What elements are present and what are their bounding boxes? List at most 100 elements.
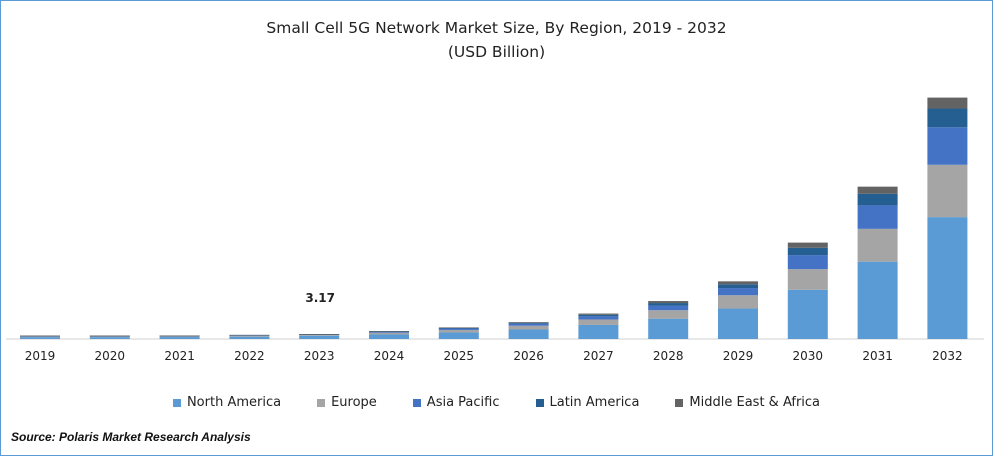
bar-2025-europe: [438, 329, 479, 333]
bar-2027-europe: [578, 319, 619, 325]
bar-2025-latin-america: [438, 327, 479, 329]
legend-label: North America: [186, 395, 282, 410]
bar-2019-middle-east-africa: [20, 335, 60, 337]
bar-2027-asia-pacific: [578, 316, 619, 320]
x-tick-label: 2022: [234, 349, 265, 363]
bar-2022-middle-east-africa: [229, 334, 270, 336]
x-tick-label: 2029: [723, 349, 754, 363]
bar-2031-asia-pacific: [857, 205, 898, 229]
legend-swatch: [412, 398, 421, 407]
bar-2028-asia-pacific: [648, 305, 689, 311]
legend-label: Asia Pacific: [426, 395, 500, 410]
x-tick-label: 2023: [304, 349, 335, 363]
legend-item: Latin America: [535, 395, 639, 410]
source-note: Source: Polaris Market Research Analysis: [11, 430, 251, 444]
x-tick-label: 2020: [95, 349, 126, 363]
bar-2030-north-america: [787, 289, 828, 339]
bar-2020-middle-east-africa: [89, 335, 130, 337]
legend-swatch: [172, 398, 181, 407]
bar-stack-2023: [299, 334, 340, 339]
bar-2029-north-america: [718, 308, 758, 339]
x-tick-label: 2027: [583, 349, 614, 363]
bar-stack-2025: [438, 327, 479, 339]
bar-2030-latin-america: [787, 247, 828, 256]
x-tick-labels: 2019 2020 2021 2022 2023 2024 2025 2026 2027 2028…: [25, 349, 963, 363]
bar-2026-north-america: [508, 329, 549, 339]
bar-2029-latin-america: [718, 284, 758, 289]
bar-2032-europe: [927, 164, 968, 218]
bar-stack-2024: [369, 331, 409, 339]
bar-2030-europe: [787, 269, 828, 290]
bar-stack-2027: [578, 313, 619, 339]
bar-2022-europe: [229, 335, 270, 337]
bar-2032-asia-pacific: [927, 127, 968, 165]
bar-2024-latin-america: [369, 331, 409, 332]
bar-2032-latin-america: [927, 108, 968, 128]
x-tick-label: 2025: [444, 349, 475, 363]
legend-item: Asia Pacific: [412, 395, 500, 410]
bar-stack-2030: [787, 242, 828, 339]
bar-2024-middle-east-africa: [369, 331, 409, 332]
legend-swatch: [535, 398, 544, 407]
bar-2031-north-america: [857, 261, 898, 339]
bar-2021-north-america: [159, 337, 200, 339]
bar-2026-asia-pacific: [508, 323, 549, 326]
bar-2028-north-america: [648, 318, 689, 339]
x-tick-label: 2032: [932, 349, 963, 363]
bar-2029-europe: [718, 295, 758, 309]
bar-2030-asia-pacific: [787, 255, 828, 270]
legend-item: Middle East & Africa: [675, 395, 820, 410]
bar-2021-europe: [159, 336, 200, 338]
data-label: 3.17: [305, 291, 335, 305]
bar-stack-2029: [718, 281, 758, 339]
bar-2020-north-america: [89, 337, 130, 339]
data-labels: 3.17: [305, 291, 335, 305]
legend-label: Europe: [331, 395, 377, 410]
legend-swatch: [675, 398, 684, 407]
legend-swatch: [317, 398, 326, 407]
bar-2026-middle-east-africa: [508, 322, 549, 323]
bar-stack-2019: [20, 335, 60, 339]
bar-stack-2021: [159, 335, 200, 339]
bar-2026-latin-america: [508, 322, 549, 324]
bar-2025-middle-east-africa: [438, 327, 479, 329]
bar-stack-2031: [857, 186, 898, 339]
bar-2019-europe: [20, 336, 60, 338]
bar-2024-asia-pacific: [369, 331, 409, 333]
bar-stack-2026: [508, 322, 549, 339]
chart-title: Small Cell 5G Network Market Size, By Re…: [266, 19, 727, 37]
bar-2020-europe: [89, 336, 130, 338]
bar-2032-north-america: [927, 217, 968, 339]
bar-2029-asia-pacific: [718, 288, 758, 296]
bar-2031-europe: [857, 228, 898, 262]
x-tick-label: 2030: [793, 349, 824, 363]
legend-item: North America: [172, 395, 282, 410]
bar-2027-middle-east-africa: [578, 313, 619, 315]
x-tick-label: 2024: [374, 349, 405, 363]
bar-2019-north-america: [20, 337, 60, 339]
bar-stack-2022: [229, 334, 270, 339]
bar-2028-europe: [648, 310, 689, 319]
bar-2030-middle-east-africa: [787, 242, 828, 248]
legend-label: Middle East & Africa: [689, 395, 821, 410]
bar-2023-north-america: [299, 335, 340, 339]
bar-2022-north-america: [229, 336, 270, 339]
bar-2027-latin-america: [578, 314, 619, 317]
bar-2025-asia-pacific: [438, 328, 479, 330]
bar-2031-latin-america: [857, 193, 898, 206]
bar-2021-middle-east-africa: [159, 335, 200, 337]
x-tick-label: 2031: [862, 349, 893, 363]
bar-2026-europe: [508, 325, 549, 330]
bar-2024-europe: [369, 332, 409, 335]
legend-item: Europe: [317, 395, 377, 410]
bar-stack-2028: [648, 301, 689, 339]
bar-stack-2032: [927, 97, 968, 339]
bar-stack-2020: [89, 335, 130, 339]
bar-2023-europe: [299, 334, 340, 336]
x-tick-label: 2019: [25, 349, 56, 363]
bar-2029-middle-east-africa: [718, 281, 758, 285]
bar-2028-middle-east-africa: [648, 301, 689, 304]
bar-2025-north-america: [438, 332, 479, 339]
